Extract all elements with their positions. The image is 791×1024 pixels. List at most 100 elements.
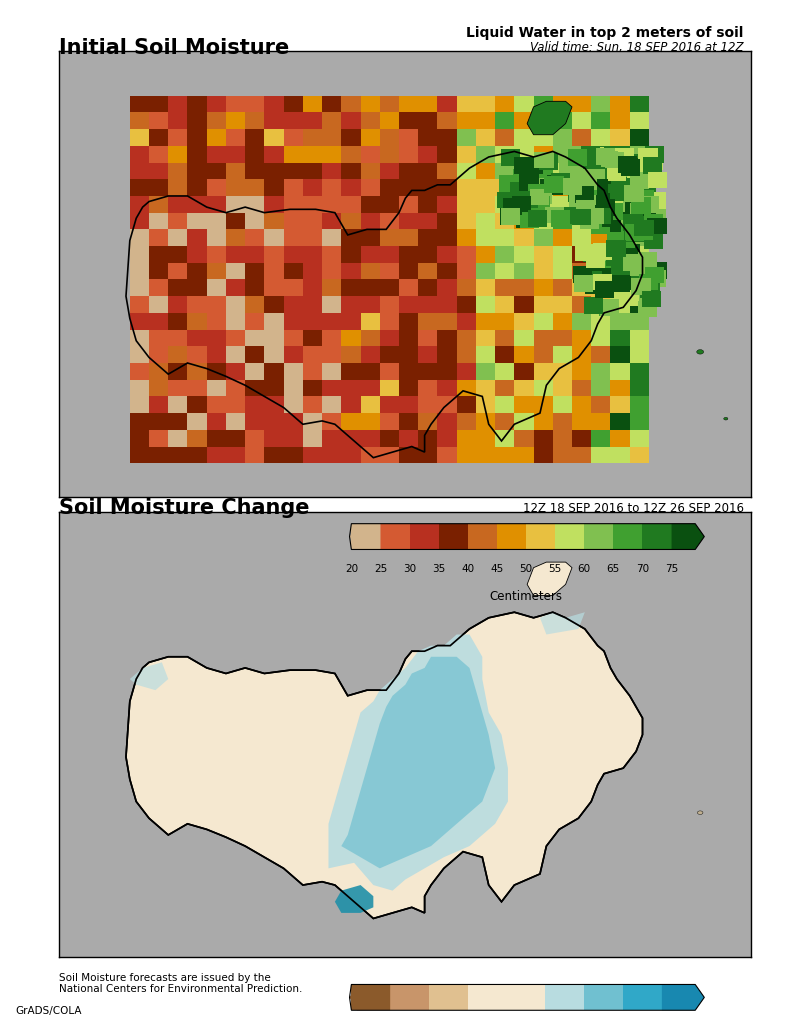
Bar	[351, 984, 390, 1011]
Bar	[264, 396, 284, 413]
Bar	[534, 296, 553, 313]
Bar	[581, 160, 601, 177]
Bar	[418, 313, 437, 330]
Bar	[607, 164, 626, 181]
Bar	[341, 296, 361, 313]
Bar	[563, 178, 582, 195]
Bar	[476, 179, 495, 196]
Polygon shape	[130, 663, 168, 690]
Bar	[595, 175, 615, 191]
Bar	[495, 430, 514, 446]
Bar	[303, 296, 322, 313]
Bar	[591, 346, 611, 362]
Bar	[284, 446, 303, 463]
Bar	[245, 346, 264, 362]
Bar	[495, 280, 514, 296]
Bar	[514, 364, 534, 380]
Bar	[534, 346, 553, 362]
Bar	[639, 273, 658, 290]
Text: 30: 30	[403, 564, 416, 573]
Bar	[187, 346, 206, 362]
Bar	[534, 96, 553, 113]
Bar	[380, 96, 399, 113]
Bar	[361, 380, 380, 396]
Bar	[245, 246, 264, 263]
Bar	[437, 413, 456, 430]
Bar	[646, 191, 665, 209]
Bar	[624, 225, 644, 242]
Bar	[437, 346, 456, 362]
Bar	[611, 179, 630, 196]
Bar	[644, 231, 663, 249]
Bar	[580, 213, 599, 229]
Bar	[399, 96, 418, 113]
Bar	[476, 364, 495, 380]
Circle shape	[698, 811, 703, 814]
Bar	[572, 179, 591, 196]
Bar	[437, 430, 456, 446]
Bar	[206, 346, 226, 362]
Bar	[534, 196, 553, 213]
Bar	[437, 213, 456, 229]
Bar	[600, 299, 619, 316]
Polygon shape	[350, 984, 390, 1011]
Bar	[630, 330, 649, 346]
Bar	[303, 346, 322, 362]
Bar	[380, 145, 399, 163]
Bar	[264, 163, 284, 179]
Bar	[591, 194, 610, 210]
Bar	[638, 147, 657, 165]
Bar	[168, 364, 187, 380]
Text: 75: 75	[665, 564, 678, 573]
Bar	[380, 196, 399, 213]
Bar	[620, 172, 639, 188]
Bar	[572, 129, 591, 145]
Text: 50: 50	[520, 564, 532, 573]
Bar	[187, 129, 206, 145]
Bar	[583, 212, 602, 228]
Bar	[149, 96, 168, 113]
Text: 12Z 18 SEP 2016 to 12Z 26 SEP 2016: 12Z 18 SEP 2016 to 12Z 26 SEP 2016	[523, 502, 744, 515]
Bar	[572, 413, 591, 430]
Bar	[529, 188, 549, 205]
Bar	[418, 113, 437, 129]
Bar	[264, 330, 284, 346]
Bar	[556, 178, 575, 196]
Bar	[399, 145, 418, 163]
Bar	[630, 246, 649, 263]
Bar	[437, 364, 456, 380]
Bar	[569, 191, 589, 209]
Bar	[149, 213, 168, 229]
Bar	[626, 168, 645, 184]
Bar	[621, 160, 640, 176]
Bar	[206, 430, 226, 446]
Text: Centimeters: Centimeters	[490, 590, 562, 602]
Bar	[630, 229, 649, 246]
Bar	[476, 129, 495, 145]
Bar	[599, 268, 618, 285]
Bar	[576, 215, 596, 232]
Bar	[476, 396, 495, 413]
Bar	[264, 280, 284, 296]
Bar	[264, 346, 284, 362]
Text: 45: 45	[490, 564, 504, 573]
Bar	[206, 246, 226, 263]
Bar	[341, 196, 361, 213]
Bar	[553, 246, 572, 263]
Bar	[380, 129, 399, 145]
Bar	[206, 413, 226, 430]
Text: GrADS/COLA: GrADS/COLA	[16, 1006, 82, 1016]
Bar	[380, 246, 399, 263]
Bar	[636, 285, 656, 302]
Polygon shape	[527, 562, 572, 596]
Bar	[495, 179, 514, 196]
Bar	[631, 279, 651, 295]
Bar	[495, 380, 514, 396]
Bar	[604, 203, 623, 220]
Bar	[187, 179, 206, 196]
Bar	[226, 396, 245, 413]
Bar	[130, 96, 149, 113]
Bar	[572, 229, 591, 246]
Bar	[206, 280, 226, 296]
Bar	[514, 158, 533, 174]
